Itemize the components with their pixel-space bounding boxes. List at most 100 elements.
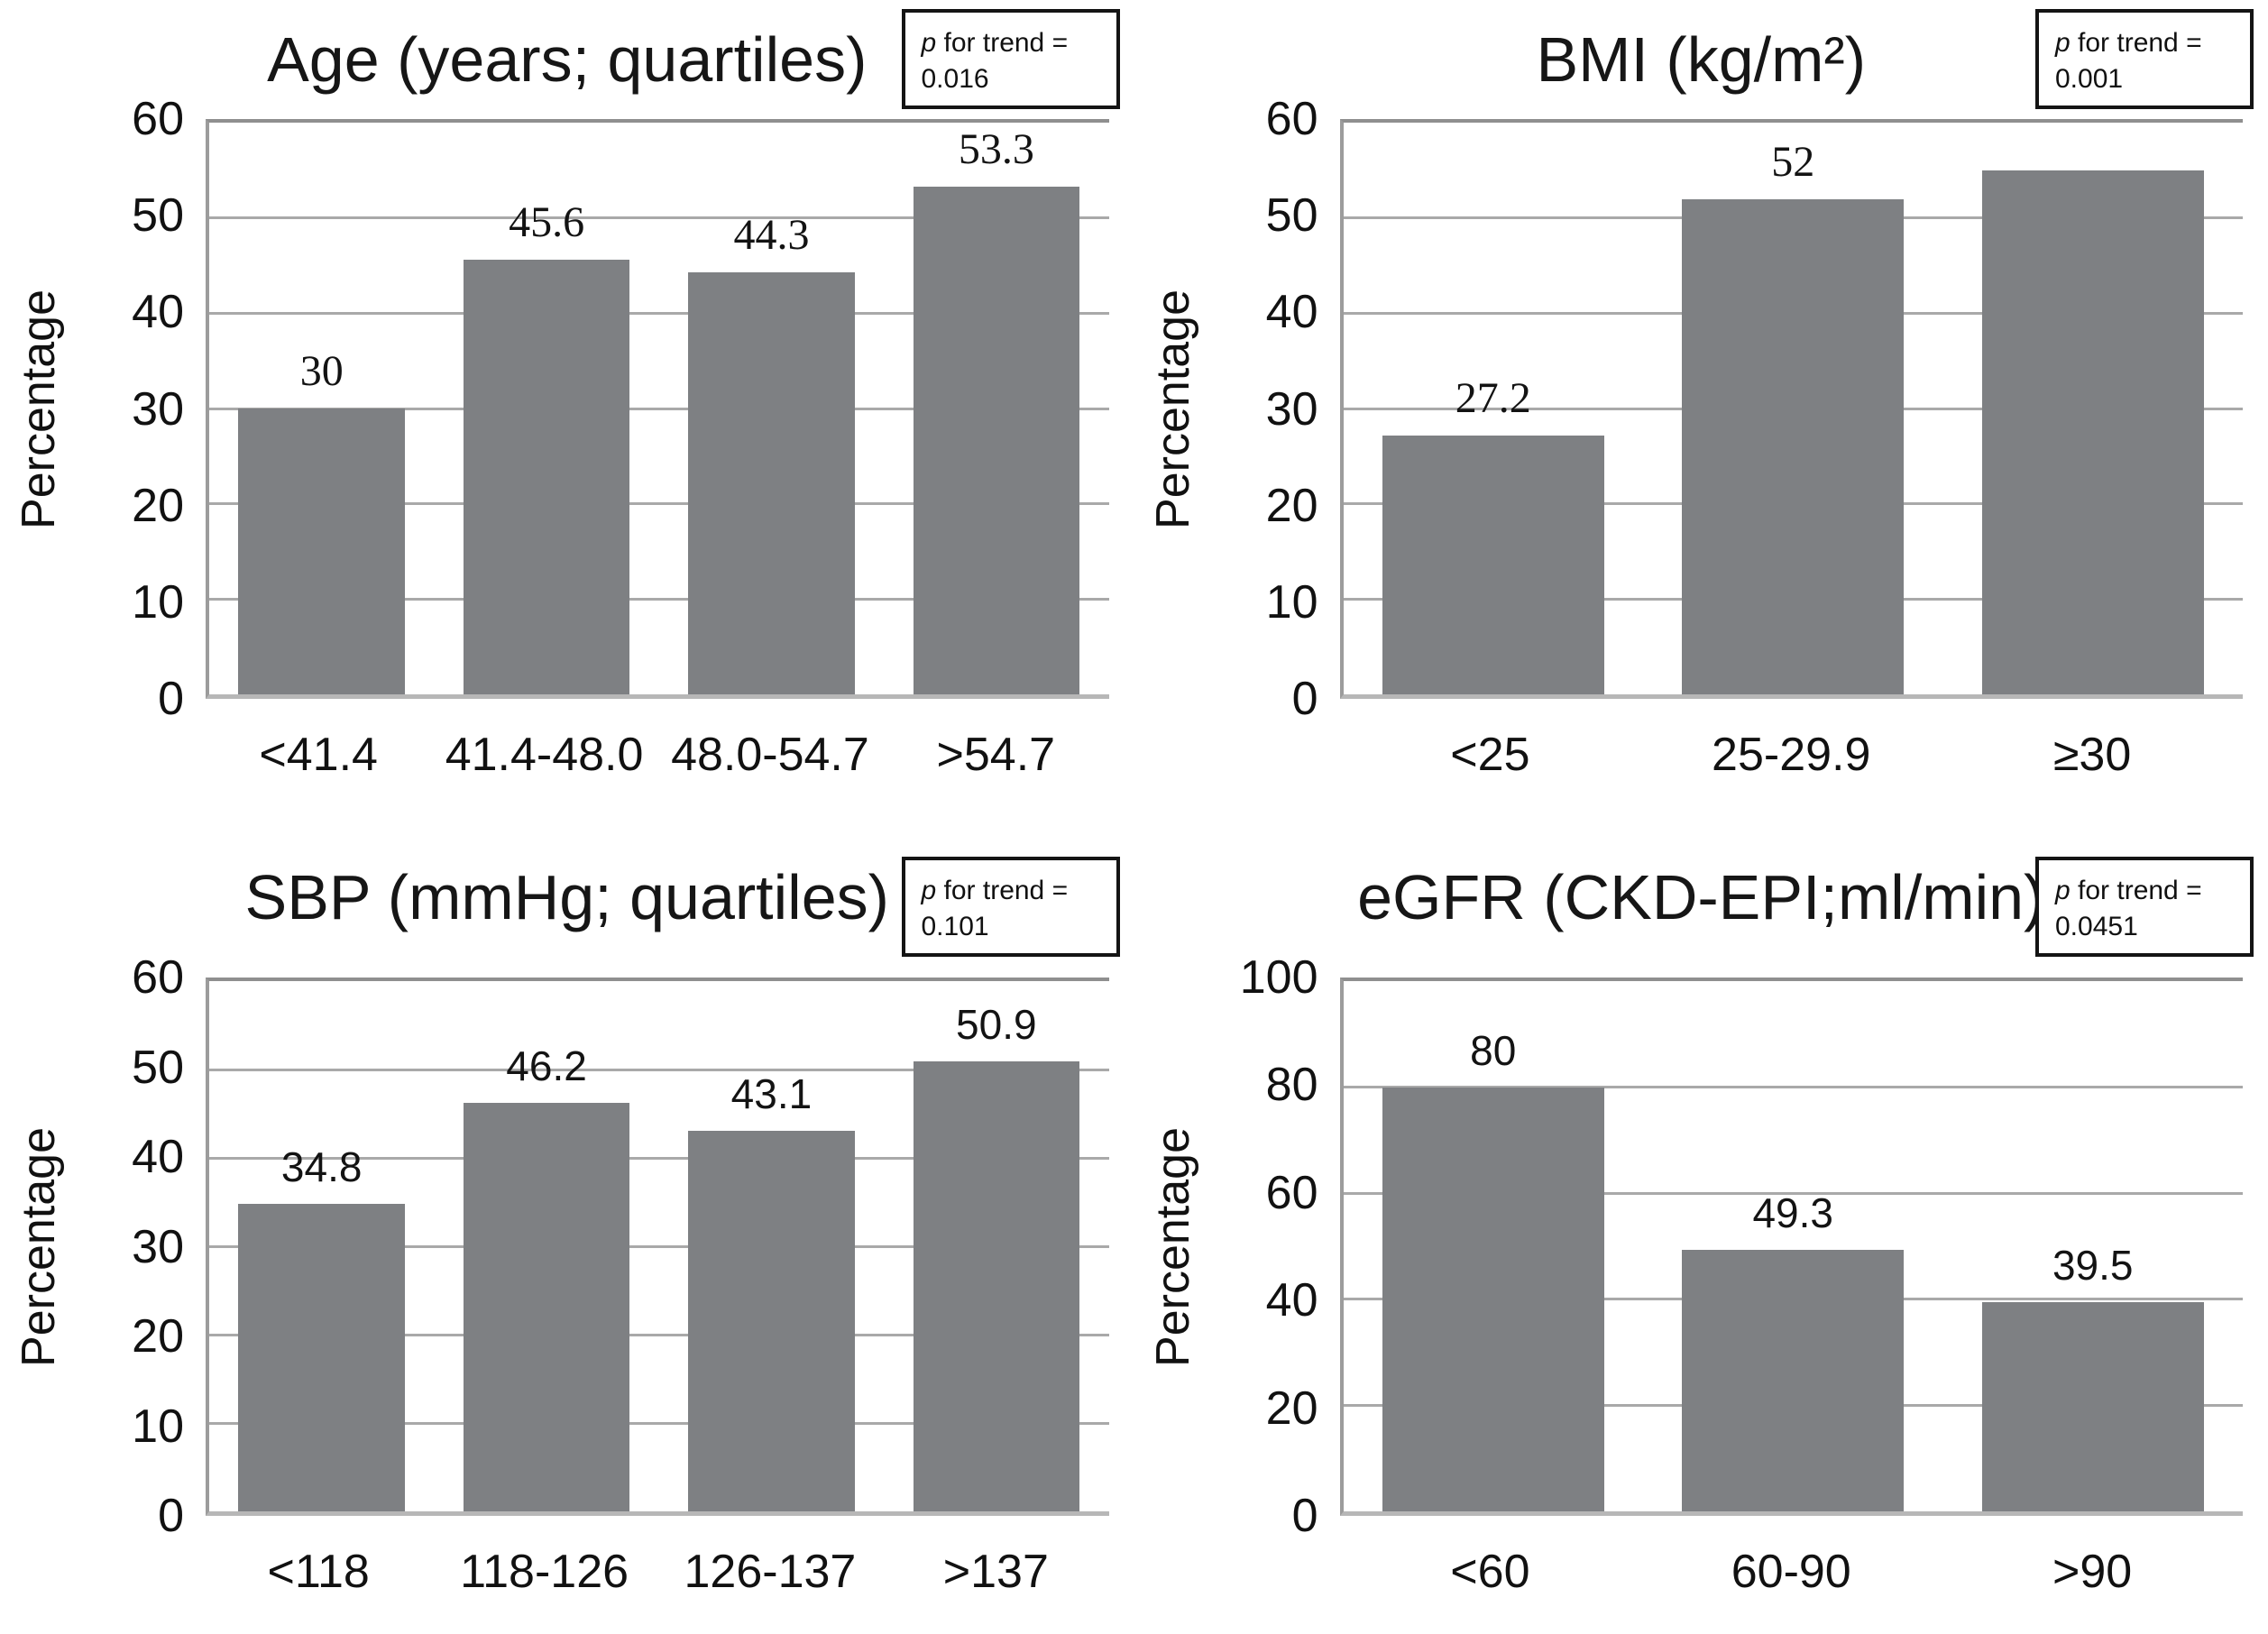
x-category-label: ≥30: [2052, 729, 2132, 781]
x-category-label: 126-137: [684, 1546, 857, 1598]
y-tick-label: 0: [1291, 1490, 1318, 1542]
x-category-label: >137: [942, 1546, 1049, 1598]
p-for-trend-box: p for trend = 0.101: [901, 857, 1120, 958]
gridline: [209, 1068, 1109, 1071]
p-for-trend-box: p for trend = 0.0451: [2035, 857, 2254, 958]
y-tick-label: 40: [1265, 286, 1318, 339]
bar-value-label: 45.6: [509, 198, 585, 247]
bar-slot: 45.6: [434, 123, 658, 694]
bar-value-label: 27.2: [1455, 373, 1531, 422]
bar-value-label: 43.1: [730, 1069, 813, 1117]
bar-slot: 46.2: [434, 981, 658, 1511]
chart-body: Percentage 60 50 40 30 20 10 0 34.8 46.2 43.1 50.…: [0, 951, 1134, 1634]
gridline: [209, 311, 1109, 315]
bar: 43.1: [688, 1070, 855, 1511]
bar-value-label: 80: [1470, 1026, 1517, 1074]
y-tick-label: 20: [132, 479, 184, 532]
bar-value-label: 44.3: [733, 210, 810, 259]
chart-age-quartiles: Age (years; quartiles) p for trend = 0.0…: [0, 0, 1134, 817]
y-tick-label: 40: [1265, 1274, 1318, 1327]
chart-title: SBP (mmHg; quartiles): [244, 862, 889, 932]
y-tick-label: 50: [132, 1041, 184, 1094]
bar-value-label: 52: [1771, 137, 1815, 186]
chart-title: Age (years; quartiles): [267, 24, 868, 95]
p-symbol: p: [2055, 876, 2071, 905]
bar-value-label: 34.8: [280, 1143, 363, 1190]
y-tick-label: 20: [1265, 479, 1318, 532]
y-axis-label-column: Percentage: [1134, 119, 1212, 699]
chart-body: Percentage 60 50 40 30 20 10 0 30 45.6 44.3 53.3 …: [0, 93, 1134, 817]
y-tick-label: 20: [132, 1310, 184, 1363]
bar-value-label: 30: [299, 347, 344, 395]
x-category-label: 48.0-54.7: [671, 729, 869, 781]
x-category-label: 41.4-48.0: [445, 729, 644, 781]
y-tick-label: 30: [132, 1220, 184, 1273]
bars-row: 34.8 46.2 43.1 50.9: [209, 981, 1109, 1511]
y-tick-label: 60: [132, 951, 184, 1004]
plot-area: 80 49.3 39.5: [1339, 978, 2244, 1516]
bar: 52: [1682, 138, 1905, 694]
y-tick-label: 60: [1265, 93, 1318, 145]
bar: [1981, 170, 2204, 694]
p-value: 0.001: [2055, 63, 2124, 94]
chart-header: eGFR (CKD-EPI;ml/min) p for trend = 0.04…: [1134, 817, 2268, 978]
y-tick-label: 60: [1265, 1166, 1318, 1219]
bars-row: 27.2 52: [1344, 123, 2244, 694]
gridline: [209, 597, 1109, 601]
y-tick-label: 40: [132, 286, 184, 339]
gridline: [209, 1244, 1109, 1248]
x-axis-labels: <60 60-90 >90: [1340, 1516, 2244, 1634]
x-axis-labels: <25 25-29.9 ≥30: [1340, 699, 2244, 817]
bar-value-label: 39.5: [2052, 1241, 2134, 1289]
bar: 49.3: [1682, 1189, 1905, 1511]
y-tick-label: 20: [1265, 1382, 1318, 1435]
bar: 34.8: [238, 1143, 405, 1511]
y-axis-ticks: 60 50 40 30 20 10 0: [78, 93, 206, 725]
bar-slot: [1943, 123, 2244, 694]
y-tick-label: 40: [132, 1131, 184, 1183]
y-axis-label-column: Percentage: [0, 978, 78, 1516]
x-category-label: >54.7: [936, 729, 1056, 781]
chart-egfr: eGFR (CKD-EPI;ml/min) p for trend = 0.04…: [1134, 817, 2268, 1634]
x-category-label: 118-126: [460, 1546, 629, 1598]
bar-value-label: 46.2: [506, 1042, 587, 1090]
gridline: [1343, 1086, 2243, 1089]
x-category-label: 60-90: [1731, 1546, 1851, 1598]
chart-header: SBP (mmHg; quartiles) p for trend = 0.10…: [0, 817, 1134, 978]
x-category-label: <41.4: [259, 729, 378, 781]
x-category-label: <25: [1450, 729, 1530, 781]
y-tick-label: 60: [132, 93, 184, 145]
p-for-trend-label: p for trend =: [2055, 25, 2243, 61]
p-for-trend-box: p for trend = 0.016: [901, 9, 1120, 110]
y-tick-label: 50: [132, 189, 184, 243]
p-value: 0.016: [921, 63, 989, 94]
y-tick-label: 10: [1265, 575, 1318, 629]
x-category-label: >90: [2052, 1546, 2133, 1598]
x-category-label: 25-29.9: [1712, 729, 1871, 781]
bars-row: 30 45.6 44.3 53.3: [209, 123, 1109, 694]
y-tick-label: 80: [1265, 1059, 1318, 1112]
p-value: 0.0451: [2055, 911, 2138, 941]
p-for-trend-label: p for trend =: [922, 25, 1109, 61]
y-axis-label-column: Percentage: [0, 119, 78, 699]
gridline: [209, 407, 1109, 410]
chart-title: BMI (kg/m²): [1536, 24, 1867, 95]
bar-slot: 39.5: [1943, 981, 2244, 1511]
p-label-text: for trend =: [936, 28, 1069, 58]
bar: 30: [238, 347, 405, 694]
p-label-text: for trend =: [2070, 876, 2202, 905]
gridline: [209, 502, 1109, 506]
y-axis-ticks: 60 50 40 30 20 10 0: [78, 951, 206, 1542]
y-tick-label: 0: [158, 673, 184, 725]
chart-bmi: BMI (kg/m²) p for trend = 0.001 Percenta…: [1134, 0, 2268, 817]
bars-row: 80 49.3 39.5: [1344, 981, 2244, 1511]
y-axis-label: Percentage: [1146, 289, 1199, 529]
bar-slot: 27.2: [1344, 123, 1644, 694]
bar: 39.5: [1981, 1242, 2204, 1511]
gridline: [209, 1333, 1109, 1336]
p-symbol: p: [2055, 28, 2071, 58]
y-tick-label: 100: [1239, 951, 1318, 1004]
chart-body: Percentage 60 50 40 30 20 10 0 27.2 52 <25 25-29…: [1134, 93, 2268, 817]
y-tick-label: 0: [1291, 673, 1318, 725]
